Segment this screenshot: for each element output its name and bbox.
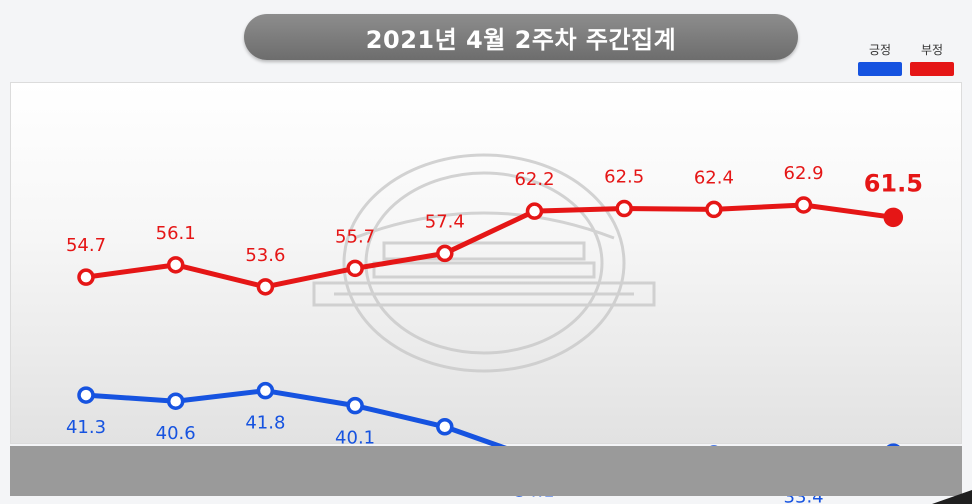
data-point-positive [346, 396, 364, 415]
data-label-negative: 53.6 [245, 245, 285, 266]
data-point-negative [883, 207, 904, 228]
data-label-negative: 62.4 [694, 167, 734, 188]
data-point-negative [794, 196, 813, 214]
data-point-negative [436, 244, 454, 263]
data-point-negative [166, 256, 185, 274]
legend-item-negative: 부정 [910, 42, 954, 76]
data-label-positive: 41.8 [245, 413, 285, 434]
data-point-negative [525, 202, 544, 220]
data-point-negative [705, 200, 723, 219]
data-label-negative: 57.4 [425, 211, 465, 232]
corner-decoration [932, 490, 972, 504]
data-point-positive [256, 381, 275, 400]
x-axis-bar [10, 446, 962, 496]
data-label-positive: 40.6 [156, 423, 196, 444]
data-point-positive [166, 392, 185, 410]
data-label-negative: 61.5 [864, 169, 923, 197]
data-point-positive [436, 418, 454, 436]
data-label-negative: 56.1 [156, 223, 196, 244]
data-label-negative: 54.7 [66, 235, 106, 256]
data-label-negative: 62.9 [784, 163, 824, 184]
legend-swatch-negative [910, 62, 954, 76]
data-point-negative [346, 259, 364, 278]
data-point-positive [77, 386, 95, 404]
data-label-positive: 41.3 [66, 417, 106, 438]
data-point-negative [615, 199, 633, 218]
legend-swatch-positive [858, 62, 902, 76]
legend-item-positive: 긍정 [858, 42, 902, 76]
data-point-negative [77, 268, 95, 286]
data-label-negative: 62.2 [514, 169, 554, 190]
presidential-seal-watermark-icon [312, 153, 656, 373]
series-line-negative [85, 202, 894, 290]
data-point-negative [256, 278, 275, 296]
data-label-negative: 62.5 [604, 167, 644, 188]
chart-title: 2021년 4월 2주차 주간집계 [244, 14, 798, 60]
data-label-negative: 55.7 [335, 226, 375, 247]
legend: 긍정 부정 [858, 42, 954, 82]
data-label-positive: 40.1 [335, 428, 375, 449]
legend-label-negative: 부정 [920, 43, 944, 57]
legend-label-positive: 긍정 [868, 43, 892, 57]
